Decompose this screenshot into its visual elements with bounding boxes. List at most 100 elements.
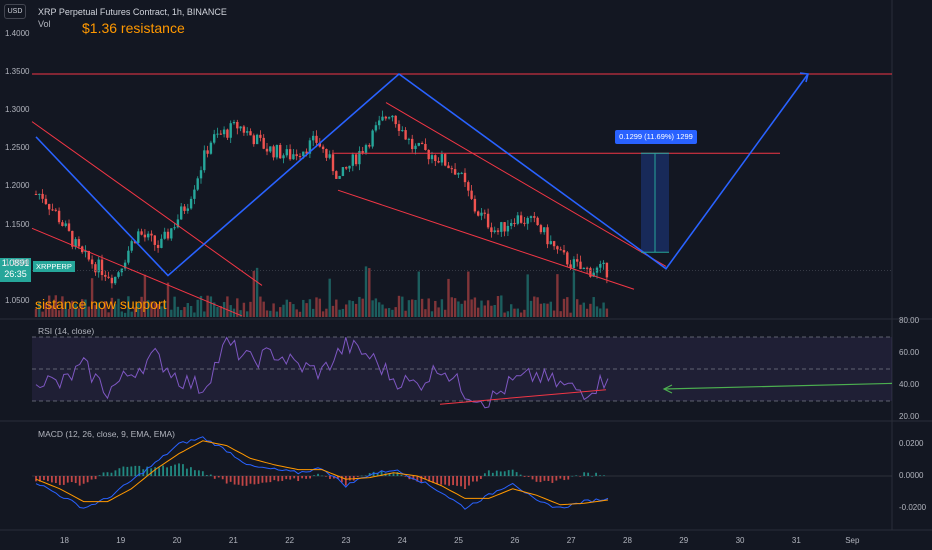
candle-body — [216, 133, 219, 135]
macd-tick-label: 0.0200 — [899, 439, 924, 448]
candle-body — [180, 206, 183, 220]
macd-histogram-bar — [543, 476, 546, 481]
candle-body — [117, 272, 120, 277]
volume-bar — [123, 312, 127, 317]
projection-arrowhead — [799, 72, 809, 83]
rsi-divergence-line — [439, 389, 607, 405]
candle-body — [549, 241, 552, 245]
candle-body — [229, 123, 232, 138]
volume-bar — [414, 299, 417, 317]
x-tick-label: 20 — [172, 536, 182, 545]
candle-body — [232, 121, 236, 124]
candle-body — [77, 239, 81, 247]
macd-histogram-bar — [257, 476, 260, 484]
trendline — [31, 121, 263, 286]
volume-bar — [302, 299, 305, 317]
candle-body — [506, 225, 510, 232]
candle-body — [480, 212, 483, 216]
macd-signal-line — [35, 440, 609, 506]
candle-body — [279, 145, 282, 159]
volume-bar — [156, 303, 160, 317]
volume-bar — [173, 296, 176, 317]
volume-bar — [325, 308, 328, 317]
candle-body — [523, 222, 526, 224]
volume-bar — [183, 307, 186, 317]
candle-body — [536, 217, 539, 226]
trendline — [31, 227, 243, 317]
volume-bar — [321, 311, 325, 317]
macd-histogram-bar — [66, 476, 69, 483]
trendline — [385, 102, 667, 267]
macd-histogram-bar — [476, 476, 478, 482]
symbol-tag: XRPPERP — [33, 261, 75, 272]
macd-histogram-bar — [253, 476, 256, 485]
volume-bar — [434, 300, 437, 317]
candle-body — [427, 149, 430, 160]
macd-histogram-bar — [432, 476, 435, 483]
candle-body — [417, 142, 420, 146]
volume-bar — [100, 308, 104, 317]
volume-bar — [602, 302, 605, 317]
volume-bar — [61, 296, 64, 317]
candle-body — [48, 204, 51, 210]
volume-bar — [127, 296, 130, 317]
candle-body — [110, 277, 114, 284]
volume-bar — [203, 311, 206, 317]
macd-histogram-bar — [54, 476, 57, 483]
volume-bar — [90, 278, 94, 317]
volume-bar — [391, 309, 394, 317]
macd-histogram-bar — [321, 475, 323, 477]
candle-body — [38, 193, 41, 195]
macd-histogram-bar — [126, 466, 129, 476]
candle-body — [605, 262, 609, 278]
candle-body — [160, 238, 163, 248]
candle-body — [335, 171, 338, 179]
macd-histogram-bar — [261, 476, 264, 483]
volume-bar — [539, 303, 543, 317]
volume-bar — [114, 304, 117, 317]
candle-body — [64, 223, 67, 226]
candle-body — [569, 264, 572, 269]
currency-badge[interactable]: USD — [4, 4, 26, 19]
candle-body — [582, 267, 585, 270]
candle-body — [345, 167, 348, 169]
candle-body — [533, 216, 536, 218]
candle-body — [275, 145, 279, 158]
macd-histogram-bar — [483, 473, 486, 476]
candle-body — [579, 261, 582, 270]
macd-tick-label: 0.0000 — [899, 471, 924, 480]
macd-histogram-bar — [340, 476, 343, 483]
candle-body — [295, 154, 298, 157]
candle-body — [100, 259, 104, 275]
macd-histogram-bar — [360, 475, 363, 477]
candle-body — [414, 145, 417, 150]
macd-histogram-bar — [201, 471, 204, 476]
candle-body — [407, 138, 411, 140]
volume-bar — [338, 309, 341, 317]
candle-body — [120, 268, 123, 273]
support-annotation: sistance now support — [35, 296, 167, 312]
macd-histogram-bar — [138, 465, 141, 476]
rsi-line — [35, 336, 609, 409]
candle-body — [269, 146, 272, 152]
y-tick-label: 1.3500 — [5, 67, 30, 77]
macd-histogram-bar — [535, 476, 538, 482]
volume-bar — [358, 296, 361, 317]
macd-histogram-bar — [122, 466, 125, 476]
macd-histogram-bar — [50, 476, 53, 483]
macd-histogram-bar — [317, 473, 319, 476]
macd-histogram-bar — [281, 476, 284, 481]
volume-bar — [51, 305, 54, 317]
candle-body — [354, 154, 358, 165]
volume-bar — [348, 300, 351, 317]
macd-histogram-bar — [420, 476, 423, 483]
candle-body — [404, 130, 407, 140]
volume-bar — [374, 298, 378, 317]
volume-bar — [430, 311, 434, 317]
volume-bar — [523, 309, 526, 317]
volume-bar — [473, 297, 477, 317]
candle-body — [328, 154, 331, 158]
candle-body — [298, 156, 302, 158]
volume-bar — [236, 298, 239, 317]
